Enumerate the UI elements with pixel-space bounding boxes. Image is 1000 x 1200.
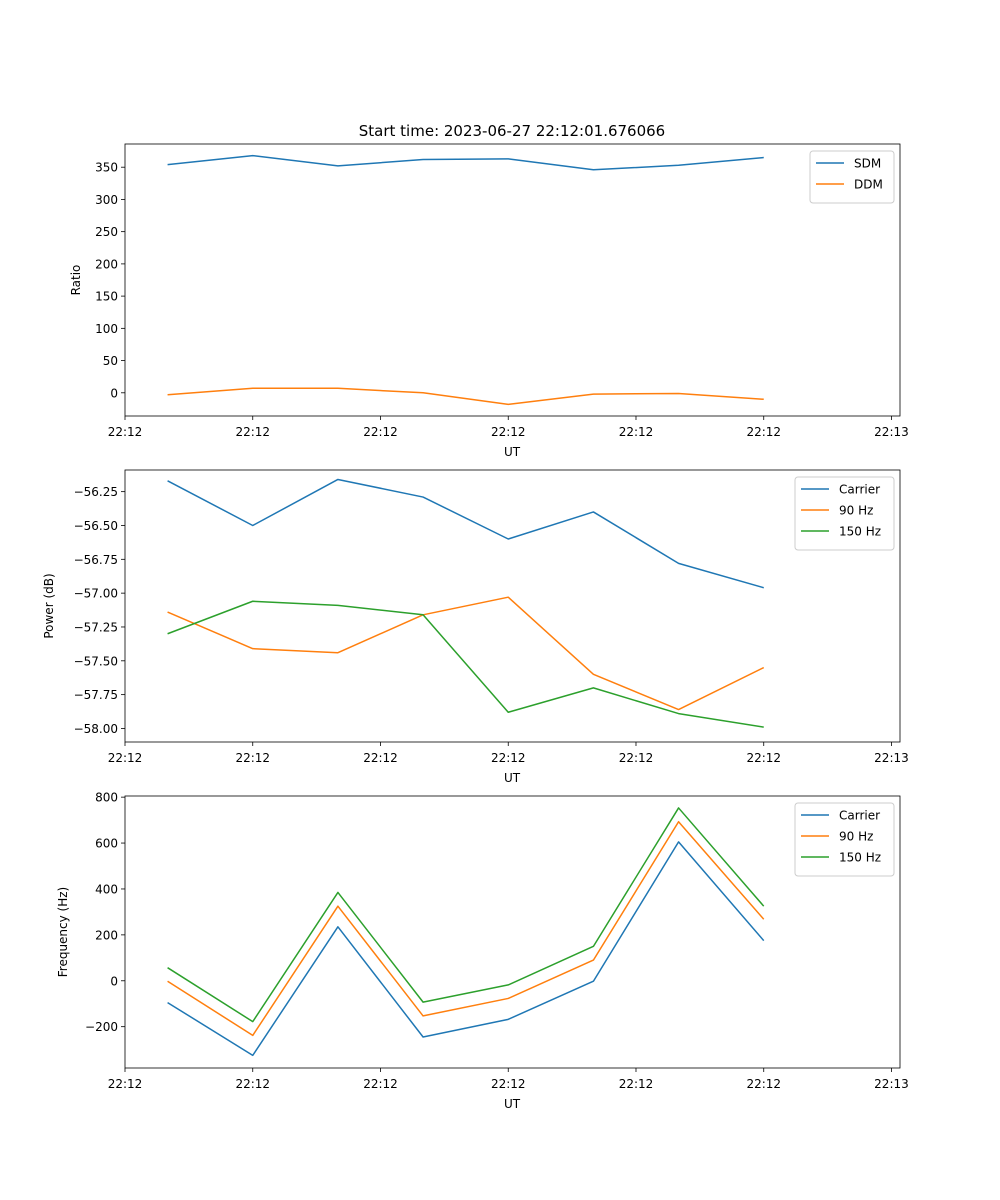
x-tick-label: 22:12 [619,425,654,439]
y-tick-label: −56.25 [74,485,118,499]
axes-frame [124,143,901,417]
x-tick-label: 22:12 [491,1077,526,1091]
x-tick-label: 22:12 [491,751,526,765]
y-tick-label: −58.00 [74,722,118,736]
x-tick-label: 22:12 [108,1077,143,1091]
x-axis-label: UT [504,771,521,785]
y-tick-label: −56.50 [74,519,118,533]
legend-label: SDM [854,157,881,171]
legend-label: Carrier [839,809,880,823]
x-tick-label: 22:13 [874,751,909,765]
x-tick-label: 22:13 [874,1077,909,1091]
legend-label: Carrier [839,483,880,497]
y-tick-label: −57.75 [74,688,118,702]
y-tick-label: 150 [95,290,118,304]
x-tick-label: 22:12 [491,425,526,439]
y-tick-label: 400 [95,882,118,896]
series-line-ddm [167,387,764,406]
y-tick-label: 0 [110,386,118,400]
x-tick-label: 22:12 [108,425,143,439]
y-tick-label: 300 [95,193,118,207]
y-tick-label: −57.25 [74,620,118,634]
y-tick-label: 250 [95,225,118,239]
y-tick-label: 200 [95,928,118,942]
subplot-1: 22:12 22:12 22:12 22:12 22:12 22:12 22:13 0 50 10… [69,143,909,459]
x-tick-label: 22:12 [746,1077,781,1091]
y-axis-label: Power (dB) [42,573,56,638]
x-axis-label: UT [504,1097,521,1111]
y-tick-label: −56.75 [74,553,118,567]
x-tick-label: 22:12 [235,425,270,439]
y-tick-label: −57.00 [74,587,118,601]
y-tick-label: 600 [95,837,118,851]
legend-label: 150 Hz [839,525,881,539]
legend-label: DDM [854,178,883,192]
legend-label: 90 Hz [839,830,873,844]
series-line-150-hz [167,807,765,1023]
axes-frame [124,795,901,1069]
x-tick-label: 22:12 [235,1077,270,1091]
legend-label: 150 Hz [839,851,881,865]
series-line-carrier [167,841,765,1057]
y-axis-label: Ratio [69,265,83,296]
x-tick-label: 22:12 [746,751,781,765]
subplots: 22:12 22:12 22:12 22:12 22:12 22:12 22:13 0 50 10… [42,143,909,1111]
x-tick-label: 22:12 [619,1077,654,1091]
series-line-90-hz [167,596,765,711]
y-tick-label: −200 [85,1020,118,1034]
series-line-150-hz [167,600,764,728]
x-axis-label: UT [504,445,521,459]
x-tick-label: 22:12 [235,751,270,765]
y-tick-label: 50 [103,354,118,368]
y-tick-label: 200 [95,257,118,271]
x-tick-label: 22:12 [363,751,398,765]
y-tick-label: 350 [95,161,118,175]
x-tick-label: 22:12 [108,751,143,765]
subplot-2: 22:12 22:12 22:12 22:12 22:12 22:12 22:13 −58.0… [42,469,909,785]
series-line-90-hz [167,820,765,1037]
series-line-carrier [167,478,764,589]
series-line-sdm [167,154,764,171]
y-tick-label: 0 [110,974,118,988]
legend-label: 90 Hz [839,504,873,518]
figure-title: Start time: 2023-06-27 22:12:01.676066 [359,122,665,140]
y-axis-label: Frequency (Hz) [56,887,70,978]
y-tick-label: 100 [95,322,118,336]
legend-box [809,150,895,204]
x-tick-label: 22:12 [363,1077,398,1091]
x-tick-label: 22:12 [746,425,781,439]
y-tick-label: 800 [95,791,118,805]
x-tick-label: 22:13 [874,425,909,439]
subplot-3: 22:12 22:12 22:12 22:12 22:12 22:12 22:13 −200 0… [56,791,909,1111]
x-tick-label: 22:12 [363,425,398,439]
x-tick-label: 22:12 [619,751,654,765]
axes-frame [124,469,901,743]
y-tick-label: −57.50 [74,654,118,668]
